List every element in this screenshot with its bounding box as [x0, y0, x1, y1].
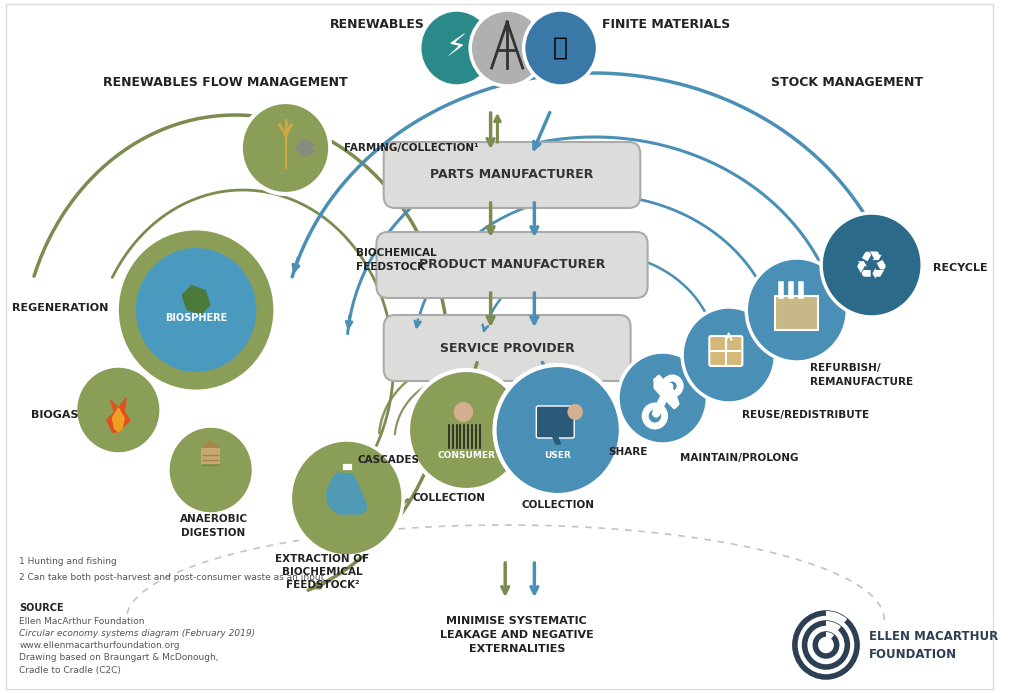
Circle shape [241, 102, 330, 194]
Text: STOCK MANAGEMENT: STOCK MANAGEMENT [771, 76, 924, 89]
Polygon shape [106, 398, 130, 432]
Polygon shape [113, 408, 124, 432]
Text: MINIMISE SYSTEMATIC
LEAKAGE AND NEGATIVE
EXTERNALITIES: MINIMISE SYSTEMATIC LEAKAGE AND NEGATIVE… [440, 616, 594, 654]
Text: www.ellenmacarthurfoundation.org: www.ellenmacarthurfoundation.org [19, 642, 179, 651]
Circle shape [420, 10, 494, 86]
Text: FOUNDATION: FOUNDATION [868, 647, 956, 660]
Polygon shape [325, 470, 369, 516]
Circle shape [495, 365, 621, 495]
Polygon shape [341, 462, 352, 471]
Text: ⚡: ⚡ [445, 33, 467, 62]
Text: 1 Hunting and fishing: 1 Hunting and fishing [19, 557, 117, 566]
Circle shape [454, 402, 473, 422]
Text: Circular economy systems diagram (February 2019): Circular economy systems diagram (Februa… [19, 629, 255, 638]
Text: 🚛: 🚛 [553, 36, 568, 60]
Text: Drawing based on Braungart & McDonough,: Drawing based on Braungart & McDonough, [19, 653, 219, 663]
Wedge shape [826, 611, 847, 623]
Text: FINITE MATERIALS: FINITE MATERIALS [602, 17, 731, 30]
Circle shape [746, 258, 847, 362]
Circle shape [682, 307, 775, 403]
Circle shape [291, 440, 403, 556]
Text: BIOCHEMICAL
FEEDSTOCK: BIOCHEMICAL FEEDSTOCK [356, 248, 437, 272]
FancyBboxPatch shape [775, 296, 818, 330]
FancyBboxPatch shape [710, 336, 742, 366]
Polygon shape [181, 285, 211, 315]
Text: RECYCLE: RECYCLE [933, 263, 987, 273]
Text: EXTRACTION OF
BIOCHEMICAL
FEEDSTOCK²: EXTRACTION OF BIOCHEMICAL FEEDSTOCK² [275, 554, 370, 590]
Text: COLLECTION: COLLECTION [521, 500, 594, 510]
Text: BIOGAS: BIOGAS [32, 410, 79, 420]
Text: Cradle to Cradle (C2C): Cradle to Cradle (C2C) [19, 665, 121, 674]
Text: CONSUMER: CONSUMER [437, 450, 496, 459]
Wedge shape [826, 621, 841, 631]
Text: CASCADES: CASCADES [357, 455, 420, 465]
Polygon shape [655, 376, 678, 408]
Circle shape [617, 352, 708, 444]
Circle shape [168, 426, 254, 514]
Text: BIOSPHERE: BIOSPHERE [165, 313, 227, 323]
Wedge shape [826, 632, 835, 639]
Circle shape [523, 10, 598, 86]
Text: REFURBISH/
REMANUFACTURE: REFURBISH/ REMANUFACTURE [810, 363, 913, 387]
Text: SOURCE: SOURCE [19, 603, 63, 613]
FancyBboxPatch shape [377, 232, 647, 298]
Text: COLLECTION: COLLECTION [413, 493, 485, 503]
Text: PARTS MANUFACTURER: PARTS MANUFACTURER [430, 168, 594, 182]
Polygon shape [201, 440, 220, 448]
FancyBboxPatch shape [384, 142, 640, 208]
Text: REGENERATION: REGENERATION [12, 303, 109, 313]
Circle shape [408, 370, 524, 490]
Text: ELLEN MACARTHUR: ELLEN MACARTHUR [868, 629, 998, 642]
Text: PRODUCT MANUFACTURER: PRODUCT MANUFACTURER [419, 258, 605, 272]
Text: RENEWABLES FLOW MANAGEMENT: RENEWABLES FLOW MANAGEMENT [103, 76, 347, 89]
Text: 2 Can take both post-harvest and post-consumer waste as an input: 2 Can take both post-harvest and post-co… [19, 574, 325, 583]
Text: SERVICE PROVIDER: SERVICE PROVIDER [439, 342, 574, 355]
Text: FARMING/COLLECTION¹: FARMING/COLLECTION¹ [344, 143, 478, 153]
Circle shape [567, 404, 583, 420]
Text: ANAEROBIC
DIGESTION: ANAEROBIC DIGESTION [179, 514, 248, 538]
FancyBboxPatch shape [537, 406, 574, 438]
Text: SHARE: SHARE [608, 447, 647, 457]
FancyBboxPatch shape [201, 448, 220, 464]
Circle shape [821, 213, 923, 317]
Circle shape [117, 228, 275, 392]
Polygon shape [553, 437, 560, 444]
Text: MAINTAIN/PROLONG: MAINTAIN/PROLONG [680, 453, 799, 463]
Polygon shape [295, 140, 314, 156]
Text: RENEWABLES: RENEWABLES [330, 17, 425, 30]
Text: ♻: ♻ [854, 249, 889, 287]
Text: REUSE/REDISTRIBUTE: REUSE/REDISTRIBUTE [742, 410, 869, 420]
Circle shape [76, 366, 161, 454]
Text: USER: USER [544, 450, 571, 459]
Circle shape [470, 10, 544, 86]
FancyBboxPatch shape [384, 315, 631, 381]
Text: Ellen MacArthur Foundation: Ellen MacArthur Foundation [19, 617, 144, 626]
Circle shape [136, 248, 256, 372]
